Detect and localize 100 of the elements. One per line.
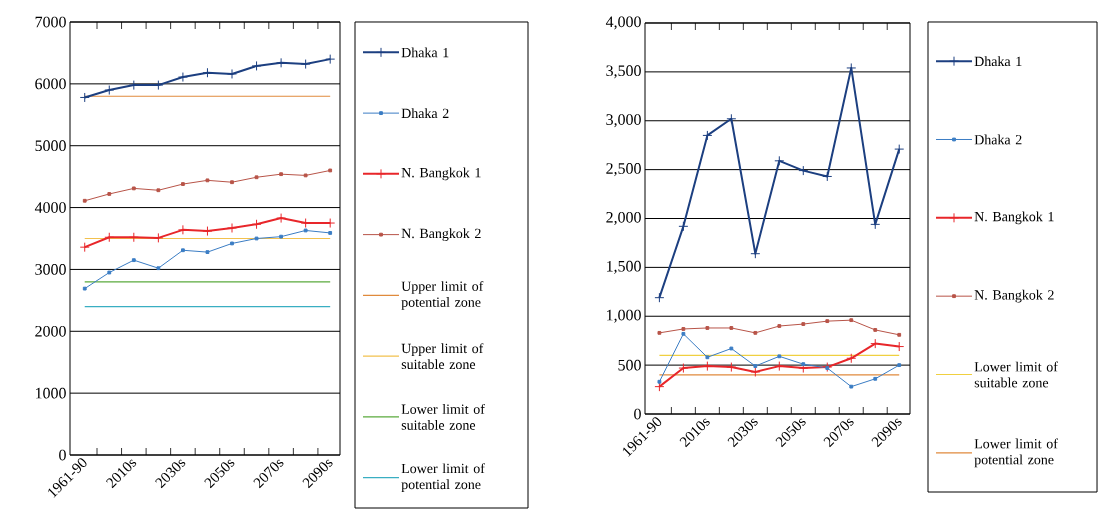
legend-label: Dhaka 1 [974, 56, 1022, 67]
legend-label: Dhaka 2 [401, 108, 449, 119]
point [897, 363, 902, 368]
point [156, 266, 161, 271]
point [276, 213, 287, 224]
point [227, 222, 237, 233]
point [279, 234, 283, 239]
point [107, 270, 112, 275]
legend-label: Upper limit of potential zone [401, 281, 484, 310]
point [873, 376, 878, 381]
point [104, 85, 115, 96]
point [681, 331, 686, 336]
point [104, 232, 115, 243]
y-tick-label: 2000 [35, 325, 66, 337]
point [156, 188, 161, 193]
y-tick-label: 5000 [35, 140, 66, 152]
y-tick-label: 1,500 [607, 260, 641, 274]
point [654, 292, 665, 303]
point [657, 330, 662, 335]
point [181, 248, 185, 253]
point [894, 144, 905, 155]
point [79, 92, 90, 103]
point [702, 361, 713, 372]
y-tick-label: 3000 [35, 264, 66, 275]
point [328, 231, 333, 235]
point [303, 228, 308, 233]
point [801, 322, 806, 326]
point [729, 326, 734, 330]
y-tick-label: 3,500 [606, 65, 641, 79]
point [753, 364, 758, 368]
y-tick-label: 1000 [36, 387, 66, 399]
point [153, 232, 164, 243]
point [227, 68, 237, 79]
y-tick-label: 1,000 [607, 309, 641, 323]
point [678, 363, 689, 374]
point [131, 186, 136, 191]
legend-label: Dhaka 2 [974, 134, 1022, 145]
point [729, 346, 734, 351]
point [870, 219, 881, 230]
point [82, 286, 87, 291]
point [254, 175, 259, 180]
y-tick-label: 3,000 [606, 114, 641, 128]
point [702, 130, 713, 141]
y-tick-label: 7000 [35, 16, 66, 28]
point [177, 72, 188, 83]
point [202, 226, 213, 237]
point [777, 354, 782, 359]
point [849, 384, 854, 389]
point [726, 113, 737, 124]
point [705, 326, 710, 330]
legend-label: Lower limit of potential zone [401, 463, 485, 492]
point [205, 250, 210, 255]
point [205, 178, 210, 183]
legend-label: Lower limit of suitable zone [974, 361, 1058, 388]
y-tick-label: 6000 [35, 78, 66, 90]
point [846, 353, 857, 364]
point [328, 168, 333, 173]
point [79, 242, 90, 253]
point [254, 236, 259, 241]
point [279, 172, 283, 177]
legend-label: N. Bangkok 1 [401, 167, 481, 181]
legend-label: Lower limit of suitable zone [401, 403, 485, 430]
point [681, 327, 686, 331]
point [678, 221, 689, 232]
point [822, 171, 833, 182]
legend-label: N. Bangkok 2 [974, 289, 1054, 303]
point [131, 258, 136, 263]
point [657, 379, 662, 384]
point [726, 362, 737, 373]
point [825, 319, 830, 324]
point [230, 180, 234, 185]
point [303, 173, 308, 178]
point [753, 330, 758, 335]
point [705, 355, 710, 360]
y-tick-label: 500 [618, 359, 641, 371]
legend-label: Lower limit of potential zone [974, 438, 1058, 468]
point [251, 219, 262, 230]
point [849, 318, 854, 323]
point [825, 366, 830, 370]
point [894, 341, 905, 352]
y-tick-label: 2,000 [606, 211, 641, 226]
y-tick-label: 2,500 [606, 163, 641, 177]
point [128, 232, 139, 243]
point [774, 155, 785, 166]
point [325, 54, 336, 65]
point [107, 192, 112, 196]
legend-label: N. Bangkok 2 [401, 228, 481, 241]
point [798, 165, 809, 176]
point [801, 362, 806, 367]
point [774, 361, 785, 372]
point [181, 182, 185, 186]
point [873, 328, 878, 332]
point [897, 332, 902, 337]
legend-label: Upper limit of suitable zone [401, 343, 484, 370]
y-tick-label: 4,000 [605, 16, 641, 30]
point [300, 59, 311, 70]
y-tick-label: 4000 [34, 202, 66, 213]
point [230, 241, 234, 246]
point [777, 324, 782, 328]
point [82, 198, 87, 203]
